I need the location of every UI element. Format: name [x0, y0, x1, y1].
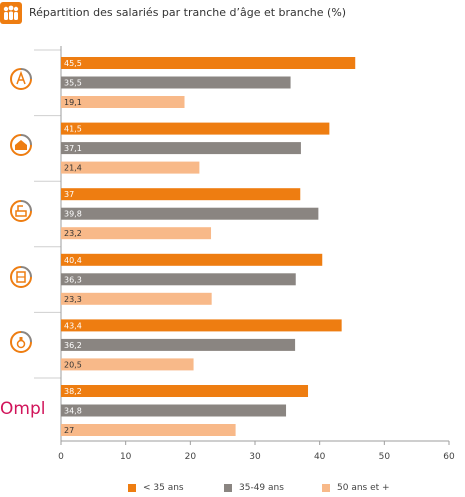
- x-tick-label: 0: [58, 452, 64, 462]
- bar: [61, 358, 194, 371]
- bar-value-label: 40,4: [64, 256, 82, 265]
- x-tick-label: 40: [314, 452, 326, 462]
- legend-item-under-35: < 35 ans: [128, 483, 184, 493]
- bar: [61, 96, 185, 108]
- bar-value-label: 19,1: [64, 98, 82, 107]
- bar: [61, 424, 236, 436]
- bar: [61, 122, 330, 135]
- bar: [61, 142, 301, 155]
- bar-value-label: 27: [64, 426, 74, 435]
- legend-label-35-49: 35-49 ans: [239, 483, 284, 493]
- legend-item-over-50: 50 ans et +: [322, 483, 390, 493]
- bar-value-label: 37: [64, 190, 74, 199]
- legend-swatch-under-35: [128, 484, 136, 492]
- bar: [61, 292, 212, 305]
- bar-value-label: 36,2: [64, 341, 82, 350]
- legend-swatch-over-50: [322, 484, 330, 492]
- ompl-logo: Ompl: [0, 398, 48, 424]
- bar-value-label: 38,2: [64, 387, 82, 396]
- x-tick-label: 50: [379, 452, 391, 462]
- bar-value-label: 20,5: [64, 360, 82, 369]
- legend-swatch-35-49: [224, 484, 232, 492]
- bar: [61, 227, 212, 240]
- bar: [61, 385, 309, 397]
- bar: [61, 207, 319, 220]
- fashion-design-icon: [9, 67, 33, 95]
- bar: [61, 404, 287, 417]
- bar-value-label: 34,8: [64, 407, 82, 416]
- bar-value-label: 37,1: [64, 144, 82, 153]
- bar: [61, 273, 296, 286]
- workshop-machine-icon: [9, 199, 33, 227]
- home-furnishing-icon: [9, 133, 33, 161]
- bar-value-label: 43,4: [64, 321, 82, 330]
- bar-value-label: 23,2: [64, 229, 82, 238]
- bar: [61, 188, 301, 201]
- building-materials-icon: [9, 265, 33, 293]
- chart-legend: < 35 ans 35-49 ans 50 ans et +: [0, 483, 465, 497]
- bar-value-label: 41,5: [64, 125, 82, 134]
- x-tick-label: 10: [120, 452, 132, 462]
- x-tick-label: 60: [443, 452, 455, 462]
- bar: [61, 76, 291, 89]
- fragrance-bottle-icon: [9, 330, 33, 358]
- bar-value-label: 35,5: [64, 79, 82, 88]
- legend-label-over-50: 50 ans et +: [337, 483, 390, 493]
- bar: [61, 338, 296, 351]
- x-tick-label: 30: [249, 452, 261, 462]
- bar-value-label: 36,3: [64, 275, 82, 284]
- legend-label-under-35: < 35 ans: [143, 483, 184, 493]
- bar-value-label: 45,5: [64, 59, 82, 68]
- chart-title: Répartition des salariés par tranche d’â…: [29, 6, 347, 19]
- bar-value-label: 23,3: [64, 295, 82, 304]
- people-group-icon: [0, 2, 22, 28]
- bar: [61, 253, 323, 266]
- bar-value-label: 39,8: [64, 210, 82, 219]
- bar: [61, 161, 200, 174]
- legend-item-35-49: 35-49 ans: [224, 483, 284, 493]
- bar: [61, 57, 356, 69]
- svg-text:Ompl: Ompl: [0, 399, 45, 419]
- x-tick-label: 20: [185, 452, 197, 462]
- bar-value-label: 21,4: [64, 164, 82, 173]
- chart-header: Répartition des salariés par tranche d’â…: [0, 0, 465, 30]
- bar: [61, 319, 342, 332]
- bar-chart: 0 10 20 30 40 50 60 45,5 35,5 19,1 41,5 37,1 21,4 37 3…: [34, 46, 455, 462]
